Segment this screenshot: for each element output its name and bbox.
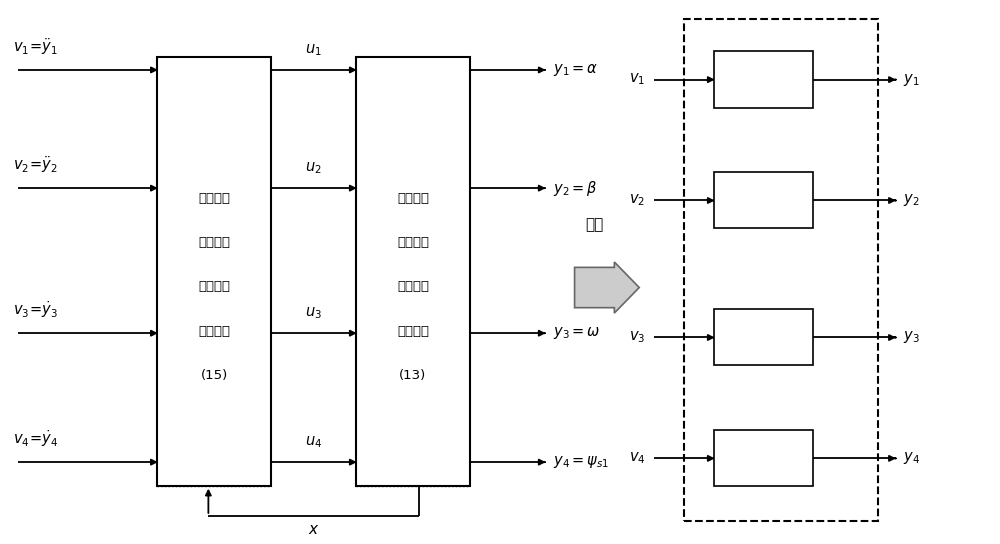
Text: $s^{-2}$: $s^{-2}$ (751, 70, 776, 89)
Text: $y_2 = \beta$: $y_2 = \beta$ (553, 178, 598, 197)
Bar (714, 172, 813, 228)
Text: $u_2$: $u_2$ (305, 160, 322, 176)
Text: 定子磁链: 定子磁链 (198, 193, 230, 206)
Text: 承异步电: 承异步电 (397, 281, 429, 294)
Text: $s^{-1}$: $s^{-1}$ (751, 449, 776, 467)
Text: 机原系统: 机原系统 (397, 325, 429, 337)
Text: $v_3$: $v_3$ (629, 330, 646, 345)
Text: (15): (15) (200, 369, 228, 381)
Text: $v_3\!=\!\dot{y}_3$: $v_3\!=\!\dot{y}_3$ (13, 299, 58, 320)
Text: $y_2$: $y_2$ (903, 193, 919, 208)
Text: $v_4$: $v_4$ (629, 450, 646, 466)
FancyArrow shape (575, 262, 639, 313)
Text: $s^{-2}$: $s^{-2}$ (751, 191, 776, 209)
Text: $v_2\!=\!\ddot{y}_2$: $v_2\!=\!\ddot{y}_2$ (13, 154, 58, 175)
Text: $u_4$: $u_4$ (305, 435, 322, 450)
Text: $y_3$: $y_3$ (903, 330, 919, 345)
Text: $u_3$: $u_3$ (305, 306, 322, 322)
Text: $v_2$: $v_2$ (629, 193, 645, 208)
Text: $y_1$: $y_1$ (903, 72, 919, 88)
Bar (684, 19, 878, 521)
Bar (714, 51, 813, 108)
Text: 机逆系统: 机逆系统 (198, 325, 230, 337)
Bar (157, 57, 271, 486)
Bar (714, 309, 813, 366)
Text: $x$: $x$ (308, 522, 319, 537)
Text: $y_1 = \alpha$: $y_1 = \alpha$ (553, 62, 598, 78)
Text: $v_1$: $v_1$ (629, 72, 645, 88)
Text: 定子磁链: 定子磁链 (397, 193, 429, 206)
Bar (356, 57, 470, 486)
Bar (714, 430, 813, 486)
Text: $v_1\!=\!\ddot{y}_1$: $v_1\!=\!\ddot{y}_1$ (13, 36, 58, 57)
Text: 解耦: 解耦 (585, 218, 604, 232)
Text: $y_4 = \psi_{s1}$: $y_4 = \psi_{s1}$ (553, 454, 609, 470)
Text: 承异步电: 承异步电 (198, 281, 230, 294)
Text: (13): (13) (399, 369, 427, 381)
Text: $v_4\!=\!\dot{y}_4$: $v_4\!=\!\dot{y}_4$ (13, 428, 58, 449)
Text: $u_1$: $u_1$ (305, 42, 322, 58)
Text: $y_4$: $y_4$ (903, 450, 920, 466)
Text: $s^{-1}$: $s^{-1}$ (751, 328, 776, 347)
Text: 定向无轴: 定向无轴 (397, 237, 429, 250)
Text: 定向无轴: 定向无轴 (198, 237, 230, 250)
Text: $y_3 = \omega$: $y_3 = \omega$ (553, 325, 600, 341)
